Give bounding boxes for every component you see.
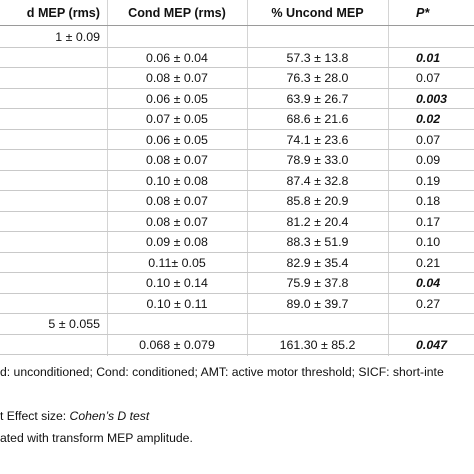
cell-p-value: 0.02 xyxy=(416,112,441,126)
row-rule xyxy=(0,272,474,273)
footnote-transform: ated with transform MEP amplitude. xyxy=(0,431,193,445)
cell-cond-mep: 0.11± 0.05 xyxy=(148,255,206,270)
header-cond-mep: Cond MEP (rms) xyxy=(128,6,226,20)
row-rule xyxy=(0,313,474,314)
cell-p-value: 0.19 xyxy=(416,173,441,188)
cell-cond-mep: 0.06 ± 0.04 xyxy=(146,50,208,65)
row-rule xyxy=(0,108,474,109)
cell-cond-mep: 0.08 ± 0.07 xyxy=(146,214,208,229)
row-rule xyxy=(0,46,474,48)
cell-pct-uncond-mep: 74.1 ± 23.6 xyxy=(286,132,349,147)
cell-p-value: 0.01 xyxy=(416,50,441,65)
row-rule xyxy=(0,292,474,294)
header-p-value: P* xyxy=(416,6,430,20)
cell-cond-mep: 0.10 ± 0.11 xyxy=(146,296,208,311)
cell-cond-mep: 0.08 ± 0.07 xyxy=(146,71,208,85)
cell-p-value: 0.09 xyxy=(416,153,441,167)
cell-cond-mep: 0.06 ± 0.05 xyxy=(146,132,208,147)
row-rule xyxy=(0,169,474,171)
cell-pct-uncond-mep: 161.30 ± 85.2 xyxy=(279,337,356,352)
row-rule xyxy=(0,231,474,232)
cell-pct-uncond-mep: 88.3 ± 51.9 xyxy=(286,235,349,249)
cell-p-value: 0.21 xyxy=(416,255,441,270)
cell-cond-mep: 0.09 ± 0.08 xyxy=(146,235,208,249)
cell-pct-uncond-mep: 76.3 ± 28.0 xyxy=(286,71,349,85)
cell-pct-uncond-mep: 78.9 ± 33.0 xyxy=(286,153,349,167)
row-rule xyxy=(0,87,474,89)
cell-cond-mep: 0.10 ± 0.14 xyxy=(146,276,208,290)
row-rule xyxy=(0,210,474,212)
row-rule xyxy=(0,67,474,68)
cell-p-value: 0.003 xyxy=(416,91,448,106)
cell-p-value: 0.27 xyxy=(416,296,441,311)
cell-pct-uncond-mep: 68.6 ± 21.6 xyxy=(286,112,349,126)
cell-pct-uncond-mep: 57.3 ± 13.8 xyxy=(286,50,349,65)
cell-p-value: 0.10 xyxy=(416,235,441,249)
cell-p-value: 0.04 xyxy=(416,276,441,290)
row-rule xyxy=(0,251,474,253)
cell-p-value: 0.047 xyxy=(416,337,448,352)
cell-pct-uncond-mep: 89.0 ± 39.7 xyxy=(286,296,349,311)
cell-uncond-mep: 5 ± 0.055 xyxy=(48,317,100,331)
cell-cond-mep: 0.08 ± 0.07 xyxy=(146,153,208,167)
footnote-abbreviations: d: unconditioned; Cond: conditioned; AMT… xyxy=(0,365,444,379)
header-pct-uncond-mep: % Uncond MEP xyxy=(271,6,364,20)
cell-p-value: 0.07 xyxy=(416,71,441,85)
cell-pct-uncond-mep: 81.2 ± 20.4 xyxy=(286,214,349,229)
cell-cond-mep: 0.07 ± 0.05 xyxy=(146,112,208,126)
row-rule xyxy=(0,128,474,130)
cell-pct-uncond-mep: 87.4 ± 32.8 xyxy=(286,173,349,188)
row-rule xyxy=(0,190,474,191)
cell-pct-uncond-mep: 75.9 ± 37.8 xyxy=(286,276,349,290)
header-rule xyxy=(0,25,474,26)
header-uncond-mep: d MEP (rms) xyxy=(26,6,100,20)
cell-uncond-mep: 1 ± 0.09 xyxy=(55,30,100,44)
cell-cond-mep: 0.10 ± 0.08 xyxy=(146,173,208,188)
footnote-effect-size-test: Cohen’s D test xyxy=(69,409,150,423)
cell-cond-mep: 0.068 ± 0.079 xyxy=(139,337,215,352)
cell-p-value: 0.07 xyxy=(416,132,441,147)
cell-p-value: 0.17 xyxy=(416,214,441,229)
column-divider xyxy=(388,0,389,356)
cell-pct-uncond-mep: 82.9 ± 35.4 xyxy=(286,255,349,270)
column-divider xyxy=(107,0,108,356)
row-rule xyxy=(0,333,474,335)
cell-cond-mep: 0.08 ± 0.07 xyxy=(146,194,208,208)
column-divider xyxy=(247,0,248,356)
cell-pct-uncond-mep: 85.8 ± 20.9 xyxy=(286,194,349,208)
cell-p-value: 0.18 xyxy=(416,194,441,208)
footnote-effect-size: t Effect size: Cohen’s D test xyxy=(0,409,149,423)
row-rule xyxy=(0,149,474,150)
footnote-effect-size-label: t Effect size: xyxy=(0,409,70,423)
row-rule xyxy=(0,354,474,355)
cell-pct-uncond-mep: 63.9 ± 26.7 xyxy=(286,91,349,106)
cell-cond-mep: 0.06 ± 0.05 xyxy=(146,91,208,106)
